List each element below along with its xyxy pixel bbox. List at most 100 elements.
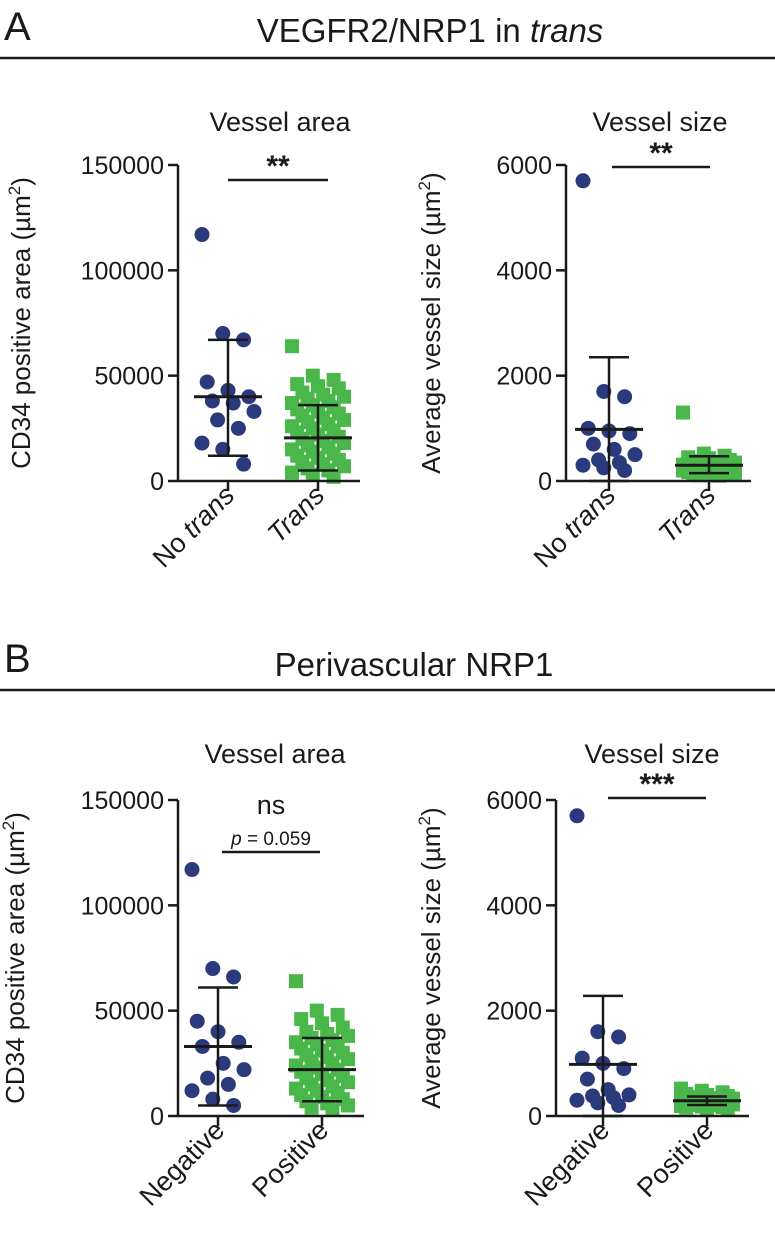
section-a-header: A VEGFR2/NRP1 in trans	[0, 5, 775, 60]
data-point-1	[325, 1102, 340, 1117]
data-point-1	[289, 974, 303, 989]
y-axis-label-text: Average vessel size (µm	[416, 825, 446, 1108]
data-point-0	[596, 460, 612, 476]
y-axis-label-sup: 2	[415, 181, 434, 190]
x-category-italic: Trans	[262, 480, 331, 549]
data-point-1	[315, 1016, 329, 1031]
y-axis-label-text: CD34 positive area (µm	[6, 195, 36, 469]
x-category-italic: Trans	[653, 480, 722, 549]
data-point-0	[617, 389, 633, 405]
data-point-1	[309, 1003, 324, 1018]
data-point-1	[341, 1052, 355, 1067]
y-axis-label: Average vessel size (µm2)	[415, 807, 446, 1108]
panel-letter-a: A	[4, 5, 31, 49]
y-tick-label: 100000	[81, 892, 164, 920]
data-point-0	[611, 1097, 627, 1113]
y-axis-label-text: CD34 positive area (µm	[0, 830, 30, 1104]
panel-title-b-text: Perivascular NRP1	[275, 646, 554, 683]
data-point-0	[590, 1095, 606, 1111]
data-point-0	[596, 383, 612, 399]
data-point-1	[341, 1098, 355, 1113]
data-point-1	[330, 1007, 345, 1022]
y-tick-label: 6000	[496, 152, 552, 180]
data-point-0	[606, 441, 622, 457]
p-value-text: = 0.059	[242, 829, 311, 850]
chart-a-vessel-size: Vessel size 0 2000 4000 6000 Average vessel s…	[415, 107, 751, 573]
y-tick-label: 4000	[496, 257, 552, 285]
y-axis-label: CD34 positive area (µm2)	[5, 177, 36, 469]
significance-label: **	[649, 137, 673, 170]
data-point-0	[236, 456, 252, 472]
data-point-1	[691, 468, 706, 483]
y-axis-label-sup: 2	[415, 816, 434, 825]
data-point-1	[676, 405, 690, 420]
y-axis-label-text: Average vessel size (µm	[416, 190, 446, 473]
data-point-1	[285, 339, 299, 354]
data-point-1	[341, 1075, 355, 1090]
data-point-0	[569, 1092, 585, 1108]
y-tick-label: 2000	[496, 363, 552, 391]
y-tick-label: 150000	[81, 787, 164, 815]
p-value-symbol: p	[230, 829, 242, 850]
data-point-0	[215, 441, 231, 457]
data-point-1	[728, 467, 742, 482]
y-tick-label: 2000	[486, 998, 542, 1026]
data-point-0	[205, 1091, 221, 1107]
x-category-label: Positive	[631, 1115, 719, 1203]
y-axis-label-sup: 2	[5, 186, 24, 195]
y-tick-label: 6000	[486, 787, 542, 815]
data-point-0	[590, 1024, 606, 1040]
data-point-0	[574, 1050, 590, 1066]
chart-title: Vessel area	[209, 107, 351, 137]
chart-b-vessel-size: Vessel size 0 2000 4000 6000 Average vessel s…	[415, 739, 749, 1212]
data-point-0	[194, 227, 210, 243]
x-category-label: Trans	[262, 480, 331, 549]
data-point-0	[611, 1029, 627, 1045]
chart-a-vessel-area: Vessel area 0 50000 100000 150000 CD34 positi…	[5, 107, 360, 573]
chart-title: Vessel area	[204, 739, 346, 769]
data-point-0	[575, 457, 591, 473]
y-axis-label: Average vessel size (µm2)	[415, 172, 446, 473]
significance-label: ns	[257, 790, 286, 820]
data-point-0	[194, 435, 210, 451]
data-point-1	[304, 1100, 319, 1115]
data-point-1	[337, 412, 351, 427]
y-axis-label-close: )	[6, 177, 36, 186]
data-point-0	[585, 436, 601, 452]
data-point-0	[236, 1062, 252, 1078]
y-tick-label: 0	[150, 1103, 164, 1131]
data-point-0	[569, 808, 585, 824]
data-point-1	[337, 389, 351, 404]
data-point-1	[337, 436, 351, 451]
data-point-0	[627, 447, 643, 463]
chart-title: Vessel size	[592, 107, 727, 137]
y-axis-label: CD34 positive area (µm2)	[0, 812, 30, 1104]
x-category-label: Positive	[246, 1115, 334, 1203]
data-point-0	[230, 420, 246, 436]
data-point-1	[337, 459, 351, 474]
panel-letter-b: B	[4, 637, 31, 681]
significance-label: **	[266, 150, 290, 183]
x-category-label: Negative	[134, 1115, 231, 1212]
data-point-0	[189, 1013, 205, 1029]
data-point-0	[225, 395, 241, 411]
data-point-1	[679, 1100, 694, 1115]
data-point-0	[246, 403, 262, 419]
data-point-0	[200, 1070, 216, 1086]
data-point-0	[575, 173, 591, 189]
y-axis-label-sup: 2	[0, 821, 18, 830]
x-category-text: Positive	[631, 1115, 719, 1203]
significance-label: ***	[639, 768, 674, 801]
data-point-0	[579, 1071, 595, 1087]
data-point-0	[184, 1083, 200, 1099]
data-point-0	[215, 1055, 231, 1071]
y-axis-label-close: )	[416, 172, 446, 181]
data-point-0	[621, 1087, 637, 1103]
data-point-0	[210, 412, 226, 428]
y-tick-label: 0	[528, 1103, 542, 1131]
x-category-label: Trans	[653, 480, 722, 549]
y-axis-label-close: )	[416, 807, 446, 816]
data-point-0	[617, 462, 633, 478]
y-tick-label: 100000	[81, 257, 164, 285]
